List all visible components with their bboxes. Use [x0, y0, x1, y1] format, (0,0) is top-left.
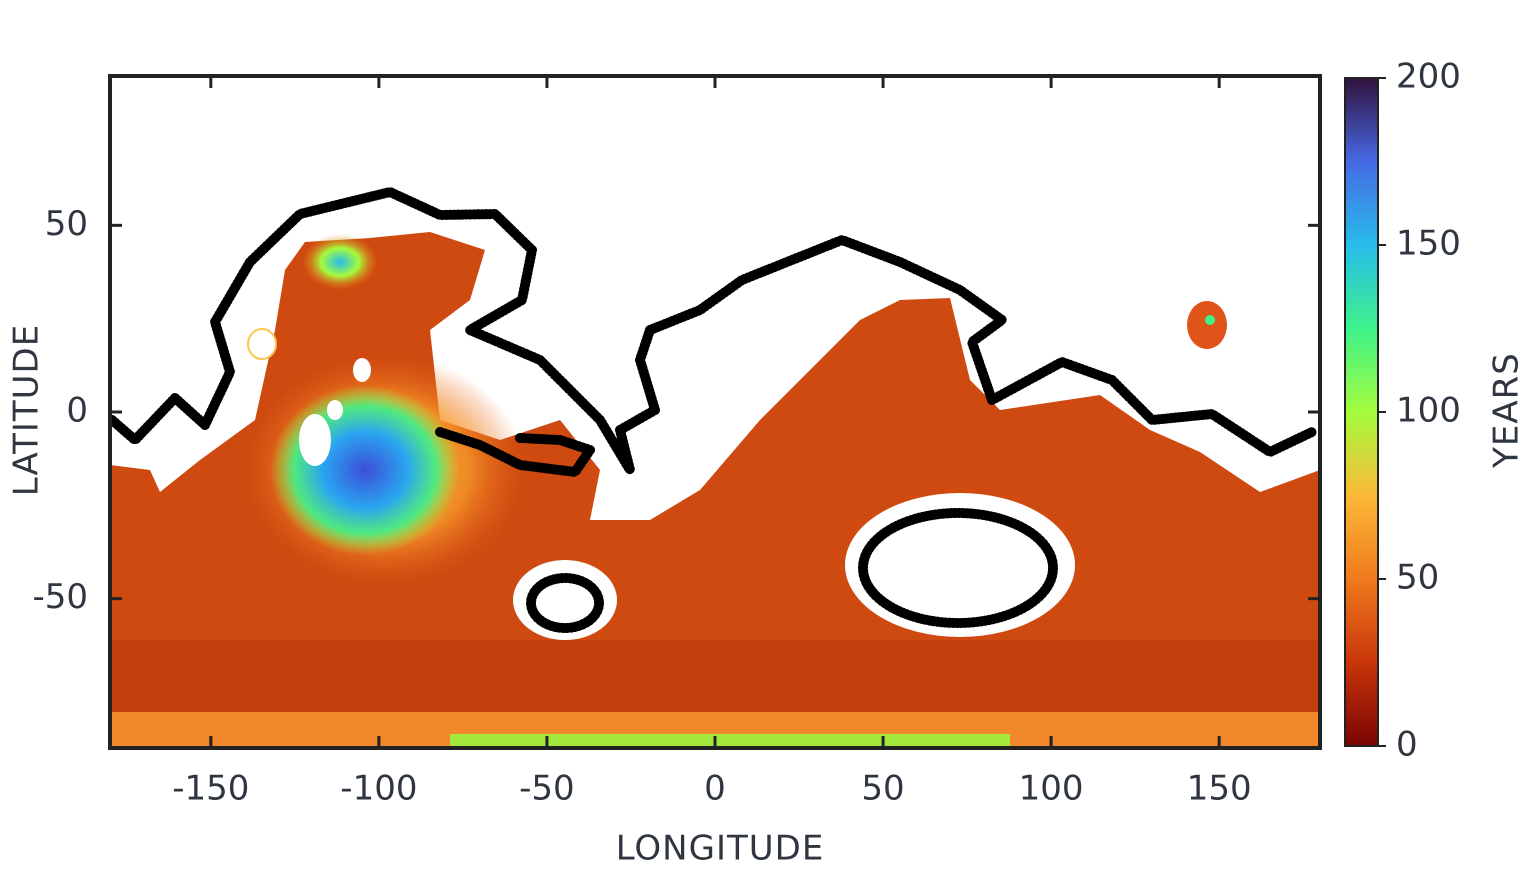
colorbar-tick-label: 200 — [1396, 57, 1461, 97]
colorbar-tick-label: 50 — [1396, 558, 1439, 598]
x-tick-label: 0 — [704, 769, 726, 809]
y-tick-label: 0 — [66, 391, 88, 431]
y-tick-label: 50 — [45, 204, 88, 244]
colorbar-label: YEARS — [1487, 352, 1527, 469]
x-tick-label: -50 — [519, 769, 575, 809]
colorbar-tick-label: 0 — [1396, 725, 1418, 765]
colorbar-tick-label: 100 — [1396, 391, 1461, 431]
y-tick-label: -50 — [32, 577, 88, 617]
x-tick-label: 50 — [861, 769, 904, 809]
map-image — [110, 187, 1320, 748]
x-tick-label: -150 — [172, 769, 249, 809]
x-axis-label: LONGITUDE — [616, 829, 825, 869]
x-tick-label: 100 — [1019, 769, 1084, 809]
plot-frame — [108, 74, 1322, 750]
colorbar — [1344, 77, 1379, 747]
colorbar-tick-label: 150 — [1396, 224, 1461, 264]
x-tick-label: 150 — [1187, 769, 1252, 809]
y-axis-label: LATITUDE — [7, 324, 47, 496]
x-tick-label: -100 — [340, 769, 417, 809]
